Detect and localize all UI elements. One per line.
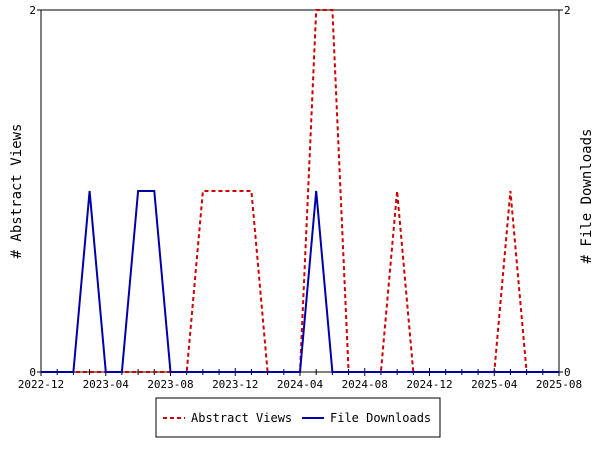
plot-frame: [40, 9, 560, 373]
x-tick-label: 2023-12: [212, 378, 258, 391]
y-tick-label: 2: [29, 4, 36, 17]
x-tick-label: 2022-12: [18, 378, 64, 391]
x-tick-label: 2025-04: [471, 378, 518, 391]
series-line-abstract-views: [41, 9, 559, 373]
x-tick-label: 2024-12: [406, 378, 452, 391]
x-tick-label: 2024-04: [277, 378, 324, 391]
series-layer: [41, 9, 559, 373]
legend: Abstract Views File Downloads: [155, 397, 441, 438]
x-tick-label: 2024-08: [342, 378, 388, 391]
y2-tick-label: 0: [564, 366, 571, 379]
legend-box: [155, 397, 441, 438]
y-axis-title: # Abstract Views: [9, 124, 25, 259]
x-tick-label: 2023-08: [147, 378, 193, 391]
x-tick-label: 2023-04: [83, 378, 130, 391]
series-line-file-downloads: [41, 190, 559, 373]
y2-tick-label: 2: [564, 4, 571, 17]
y-tick-label: 0: [29, 366, 36, 379]
y2-axis-title: # File Downloads: [579, 129, 595, 264]
legend-label-abstract-views: Abstract Views: [191, 411, 292, 425]
x-tick-label: 2025-08: [536, 378, 582, 391]
legend-label-file-downloads: File Downloads: [330, 411, 431, 425]
